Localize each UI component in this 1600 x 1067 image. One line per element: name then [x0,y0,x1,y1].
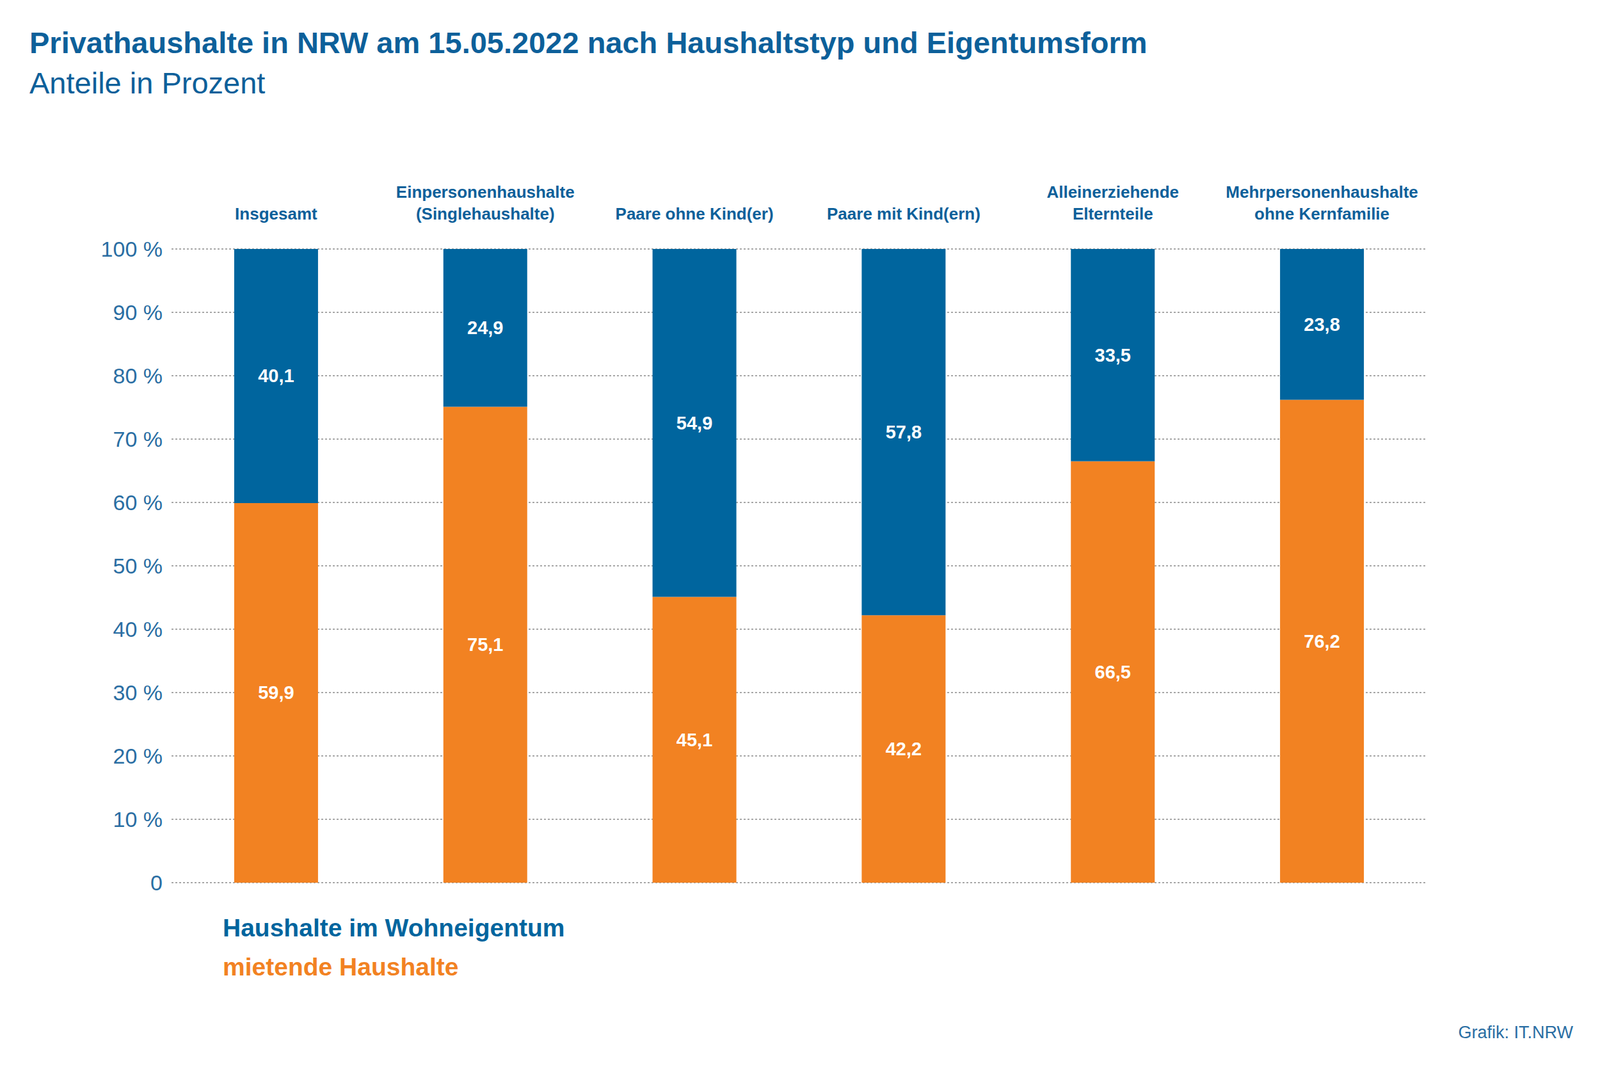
legend-entry: Haushalte im Wohneigentum [222,913,566,942]
category-label: Paare mit Kind(ern) [826,204,981,224]
data-label: 45,1 [676,729,713,751]
grid-line [171,375,1427,377]
bar-segment [1280,248,1364,400]
category-label-line: (Singlehaushalte) [416,204,555,224]
legend: Haushalte im Wohneigentum mietende Hausha… [222,913,566,981]
bar-segment [234,248,319,504]
y-tick-label: 10 % [113,807,164,832]
grid-line [171,818,1427,820]
data-labels: 59,9 75,1 45,1 42,2 66,5 76,2 40,1 24,9 54,9 57,8… [257,314,1341,760]
subtitle: Anteile in Prozent [29,65,265,100]
grid-line [171,501,1427,504]
data-label: 76,2 [1303,631,1340,652]
data-label: 23,8 [1303,314,1340,335]
grid-line [171,248,1427,250]
bar-segment [1070,461,1155,883]
bar-segment [861,248,946,616]
grid [171,248,1427,883]
data-label: 40,1 [257,365,294,386]
category-label-line: Elternteile [1072,204,1154,224]
category-label-line: Insgesamt [234,204,318,224]
chart-svg: Privathaushalte in NRW am 15.05.2022 nac… [0,0,1600,1067]
title: Privathaushalte in NRW am 15.05.2022 nac… [29,25,1147,60]
bar-segment [652,597,737,883]
chart-container: Privathaushalte in NRW am 15.05.2022 nac… [0,0,1600,1067]
grid-line [171,628,1427,630]
category-label-line: ohne Kernfamilie [1254,204,1390,224]
y-tick-label: 0 [150,870,163,895]
legend-entry: mietende Haushalte [222,952,459,981]
source: Grafik: IT.NRW [1457,1022,1574,1042]
data-label: 24,9 [467,317,504,338]
category-label: AlleinerziehendeElternteile [1046,182,1179,224]
bar-segment [443,407,528,883]
data-label: 59,9 [257,682,294,703]
category-label-line: Alleinerziehende [1046,182,1179,202]
y-tick-label: 100 % [101,236,163,262]
y-tick-label: 90 % [113,300,164,325]
grid-line [171,691,1427,694]
y-tick-label: 40 % [113,616,164,642]
bar-segment [443,248,528,408]
y-tick-label: 80 % [113,363,164,388]
grid-line [171,438,1427,440]
y-tick-label: 60 % [113,490,164,515]
data-label: 75,1 [467,634,504,655]
y-tick-label: 70 % [113,426,164,452]
y-tick-label: 30 % [113,680,164,705]
category-label-line: Mehrpersonenhaushalte [1225,182,1419,202]
y-tick-label: 20 % [113,743,164,768]
grid-line [171,565,1427,567]
category-label-line: Einpersonenhaushalte [396,182,575,202]
category-label: Mehrpersonenhaushalteohne Kernfamilie [1225,182,1419,224]
category-label: Einpersonenhaushalte(Singlehaushalte) [396,182,575,224]
data-label: 42,2 [885,738,922,760]
grid-line [171,755,1427,757]
grid-line [171,881,1427,884]
data-label: 33,5 [1095,344,1131,366]
grid-line [171,311,1427,313]
data-label: 54,9 [676,412,713,434]
y-tick-label: 50 % [113,553,164,578]
data-label: 66,5 [1095,661,1131,683]
bar-segment [234,503,319,883]
bar-segment [861,615,946,883]
category-label-line: Paare mit Kind(ern) [826,204,981,224]
bar-segment [652,248,737,598]
bar-segment [1280,400,1364,883]
category-label-line: Paare ohne Kind(er) [615,204,774,224]
bars [234,248,1364,883]
data-label: 57,8 [885,421,922,443]
bar-segment [1070,248,1155,462]
category-label: Insgesamt [234,204,318,224]
category-label: Paare ohne Kind(er) [615,204,774,224]
